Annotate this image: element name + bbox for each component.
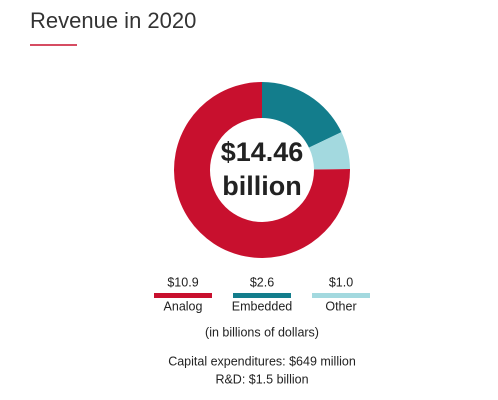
value-label: $2.6: [250, 275, 274, 289]
donut-segment: [174, 82, 350, 259]
note: Capital expenditures: $649 million: [168, 354, 356, 368]
value-label: $1.0: [329, 275, 353, 289]
chart-title: Revenue in 2020: [30, 8, 196, 33]
legend-label: Embedded: [232, 299, 293, 313]
legend-swatch: [233, 293, 291, 298]
legend-label: Other: [325, 299, 356, 313]
donut-segment: [262, 82, 342, 148]
legend-label: Analog: [164, 299, 203, 313]
unit-note: (in billions of dollars): [205, 325, 319, 339]
donut: [174, 82, 350, 259]
legend: $10.9 Analog $2.6 Embedded $1.0 Other: [154, 275, 370, 313]
center-value: $14.46: [221, 137, 304, 167]
legend-swatch: [154, 293, 212, 298]
center-unit: billion: [222, 171, 301, 201]
donut-segment: [308, 132, 350, 170]
note: R&D: $1.5 billion: [215, 372, 308, 386]
value-label: $10.9: [167, 275, 198, 289]
legend-swatch: [312, 293, 370, 298]
